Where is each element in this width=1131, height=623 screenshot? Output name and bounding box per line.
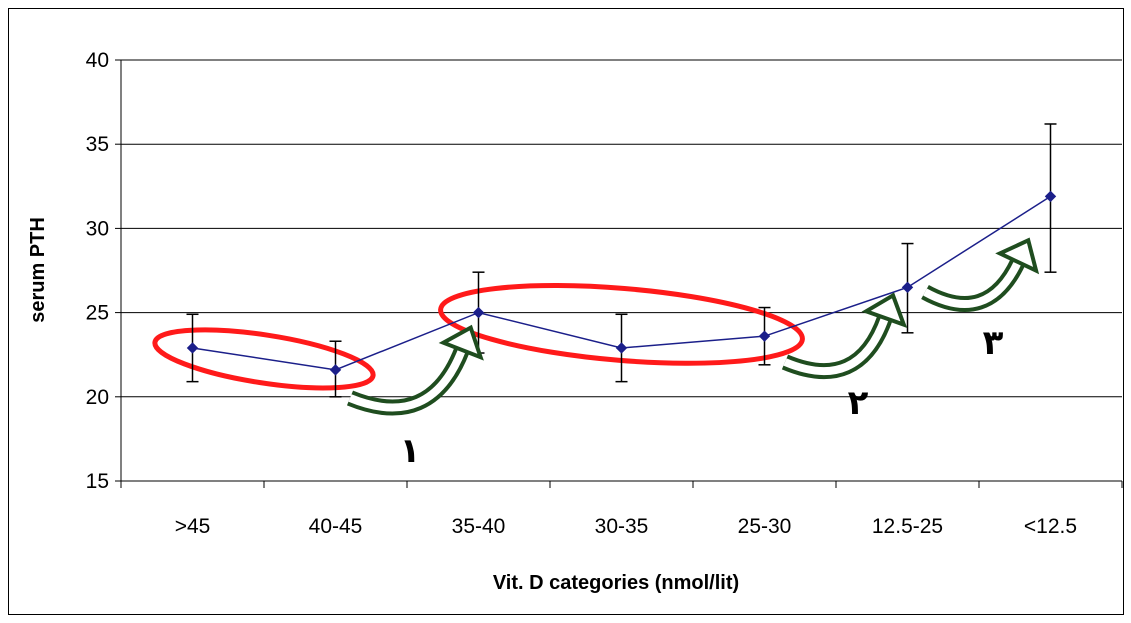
annotation-arrows	[346, 237, 1040, 416]
arrow-head	[995, 237, 1040, 275]
data-point	[472, 306, 485, 319]
y-axis-title: serum PTH	[27, 217, 49, 323]
axes	[115, 59, 1123, 488]
data-points	[186, 190, 1057, 376]
arrow-shaft-inner	[348, 348, 466, 412]
y-tick-label: 15	[86, 470, 109, 493]
arrow-shaft-inner	[923, 260, 1022, 308]
y-tick-label: 40	[86, 49, 109, 72]
annotation-arrow-1	[346, 324, 484, 416]
annotation-number-1: ١	[400, 431, 421, 471]
annotation-arrow-3	[921, 237, 1040, 312]
data-point	[901, 281, 914, 294]
x-tick-label: 12.5-25	[872, 515, 943, 538]
x-axis-title: Vit. D categories (nmol/lit)	[493, 572, 739, 594]
x-tick-labels: >45 40-45 35-40 30-35 25-30 12.5-25 <12.5	[175, 515, 1077, 538]
data-point	[615, 342, 628, 354]
data-point	[758, 330, 771, 342]
y-tick-label: 35	[86, 133, 109, 156]
highlight-ellipse-2	[438, 283, 805, 366]
x-tick-label: 40-45	[309, 515, 363, 538]
y-tick-label: 25	[86, 302, 109, 325]
x-tick-label: >45	[175, 515, 211, 538]
x-tick-label: <12.5	[1024, 515, 1077, 538]
annotation-number-2: ٢	[848, 383, 869, 423]
annotation-arrow-2	[781, 292, 908, 379]
x-tick-label: 25-30	[738, 515, 792, 538]
y-tick-label: 30	[86, 217, 109, 240]
data-point	[186, 342, 199, 354]
highlight-ellipses	[152, 283, 805, 391]
y-tick-label: 20	[86, 386, 109, 409]
arrow-head	[861, 292, 908, 329]
y-tick-labels: 15 20 25 30 35 40	[86, 49, 109, 493]
annotation-number-3: ٣	[983, 323, 1004, 363]
error-bars	[186, 123, 1057, 398]
data-point	[329, 364, 342, 376]
chart-border	[8, 8, 1124, 615]
gridlines	[121, 59, 1122, 398]
x-tick-label: 30-35	[595, 515, 649, 538]
arrow-head	[438, 324, 484, 361]
x-tick-label: 35-40	[452, 515, 506, 538]
arrow-shaft-inner	[783, 316, 889, 375]
highlight-ellipse-1	[152, 327, 376, 391]
data-point	[1044, 190, 1057, 203]
